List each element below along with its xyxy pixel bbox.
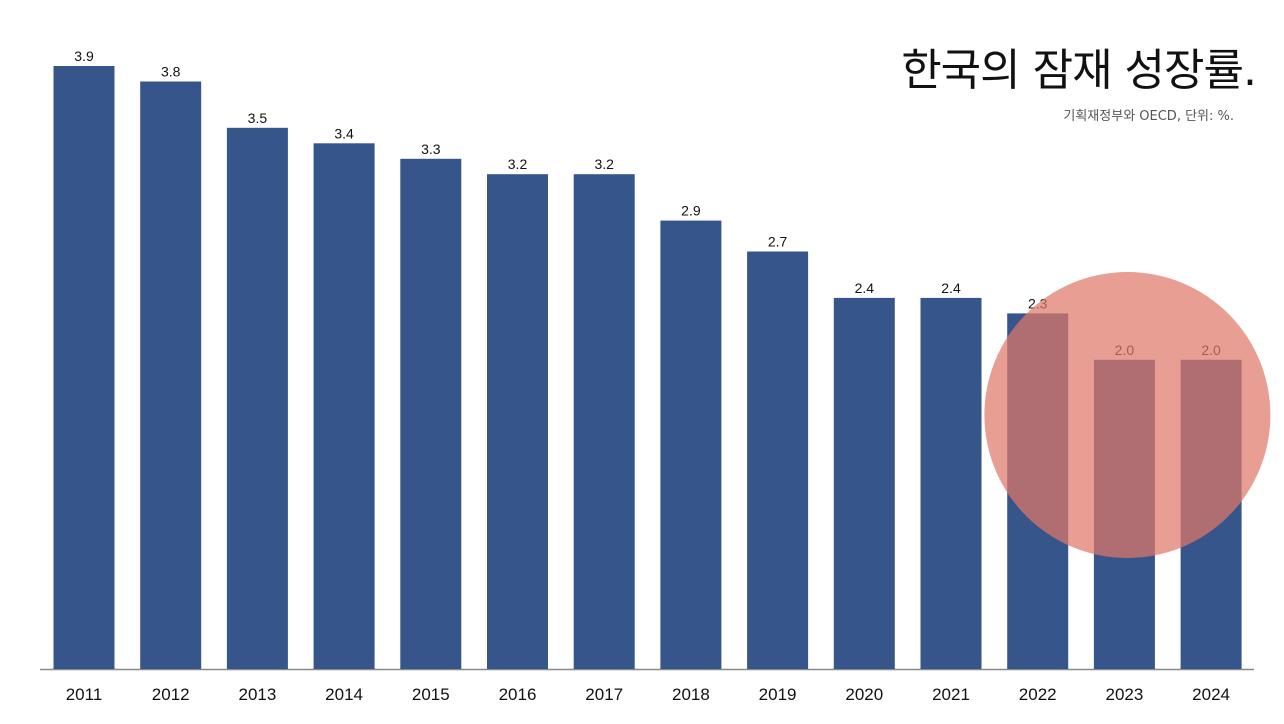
x-tick-label-2023: 2023 [1105, 685, 1143, 704]
chart-subtitle: 기획재정부와 OECD, 단위: %. [1063, 109, 1234, 124]
bar-2017 [573, 174, 635, 669]
x-tick-label-2014: 2014 [325, 685, 363, 704]
data-label-2015: 3.3 [421, 141, 441, 157]
bar-2019 [747, 251, 809, 669]
data-label-2011: 3.9 [74, 48, 94, 64]
data-label-2017: 3.2 [594, 156, 614, 172]
x-tick-label-2024: 2024 [1192, 685, 1230, 704]
data-label-2019: 2.7 [768, 234, 788, 250]
bar-2016 [487, 174, 548, 669]
x-tick-label-2019: 2019 [759, 685, 797, 704]
x-tick-label-2017: 2017 [585, 685, 623, 704]
x-tick-label-2021: 2021 [932, 685, 970, 704]
bar-2020 [833, 297, 895, 669]
data-label-2013: 3.5 [248, 110, 268, 126]
bar-2018 [660, 220, 722, 669]
data-label-2012: 3.8 [161, 64, 181, 80]
bar-2021 [920, 297, 982, 669]
bar-2015 [400, 158, 462, 670]
bar-2012 [140, 81, 202, 669]
highlight-circle [984, 272, 1271, 558]
x-tick-label-2022: 2022 [1019, 685, 1057, 704]
x-tick-label-2016: 2016 [499, 685, 537, 704]
x-tick-label-2012: 2012 [152, 685, 190, 704]
chart-title: 한국의 잠재 성장률. [901, 45, 1257, 96]
bar-2011 [53, 66, 115, 669]
data-label-2020: 2.4 [855, 280, 875, 296]
data-label-2016: 3.2 [508, 156, 528, 172]
x-tick-label-2013: 2013 [238, 685, 276, 704]
data-label-2021: 2.4 [941, 280, 961, 296]
bar-2014 [313, 143, 375, 670]
x-tick-label-2015: 2015 [412, 685, 450, 704]
x-tick-label-2011: 2011 [66, 685, 103, 704]
x-tick-label-2020: 2020 [845, 685, 883, 704]
bar-2013 [226, 127, 288, 670]
x-tick-label-2018: 2018 [672, 685, 710, 704]
data-label-2018: 2.9 [681, 203, 701, 219]
data-label-2014: 3.4 [334, 125, 354, 141]
